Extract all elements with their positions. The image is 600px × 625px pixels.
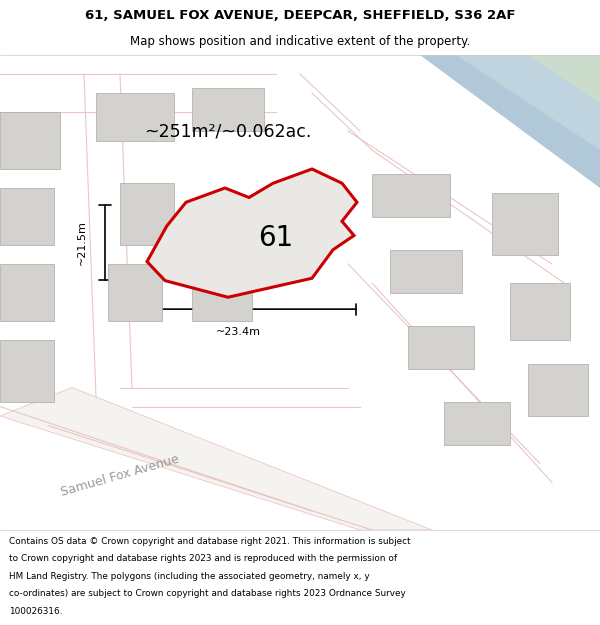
Bar	[0, 264, 54, 321]
Bar	[0, 112, 60, 169]
Bar	[108, 264, 162, 321]
Polygon shape	[147, 169, 357, 298]
Text: 100026316.: 100026316.	[9, 607, 62, 616]
Bar	[408, 326, 474, 369]
Polygon shape	[456, 55, 600, 150]
Bar	[390, 250, 462, 292]
Text: HM Land Registry. The polygons (including the associated geometry, namely x, y: HM Land Registry. The polygons (includin…	[9, 572, 370, 581]
Bar	[0, 340, 54, 402]
Text: 61, SAMUEL FOX AVENUE, DEEPCAR, SHEFFIELD, S36 2AF: 61, SAMUEL FOX AVENUE, DEEPCAR, SHEFFIEL…	[85, 9, 515, 22]
Bar	[444, 402, 510, 444]
Bar	[492, 192, 558, 254]
Text: co-ordinates) are subject to Crown copyright and database rights 2023 Ordnance S: co-ordinates) are subject to Crown copyr…	[9, 589, 406, 598]
Bar	[96, 93, 174, 141]
Bar	[192, 88, 264, 131]
Bar	[372, 174, 450, 216]
Polygon shape	[420, 55, 600, 188]
Text: ~23.4m: ~23.4m	[216, 327, 261, 337]
Bar	[120, 183, 174, 245]
Bar	[180, 207, 240, 254]
Text: ~21.5m: ~21.5m	[77, 220, 87, 265]
Text: Contains OS data © Crown copyright and database right 2021. This information is : Contains OS data © Crown copyright and d…	[9, 537, 410, 546]
Polygon shape	[528, 55, 600, 102]
Polygon shape	[0, 388, 432, 530]
Bar	[510, 283, 570, 340]
Bar	[192, 274, 252, 321]
Text: ~251m²/~0.062ac.: ~251m²/~0.062ac.	[144, 122, 311, 140]
Text: 61: 61	[259, 224, 293, 252]
Text: Map shows position and indicative extent of the property.: Map shows position and indicative extent…	[130, 35, 470, 48]
Text: to Crown copyright and database rights 2023 and is reproduced with the permissio: to Crown copyright and database rights 2…	[9, 554, 397, 563]
Bar	[528, 364, 588, 416]
Bar	[0, 188, 54, 245]
Text: Samuel Fox Avenue: Samuel Fox Avenue	[59, 452, 181, 499]
